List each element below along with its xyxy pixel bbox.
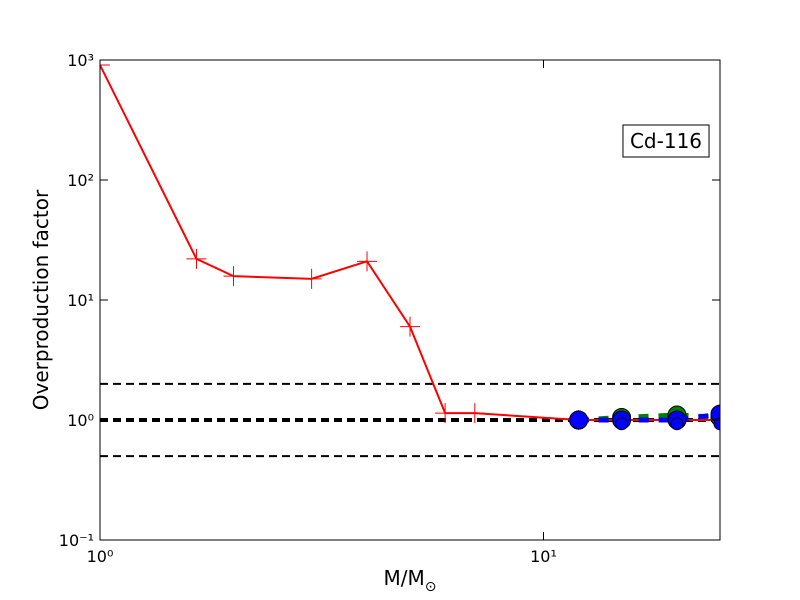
x-label-subscript: ⊙: [425, 579, 437, 595]
marker: [400, 316, 420, 337]
y-tick-label: 10⁰: [67, 411, 94, 430]
y-tick-label: 10⁻¹: [59, 531, 94, 550]
marker: [301, 268, 322, 289]
x-axis-label: M/M⊙: [384, 566, 437, 595]
y-tick-label: 10²: [67, 171, 94, 190]
marker: [435, 403, 456, 424]
x-label-main: M/M: [384, 566, 425, 590]
marker: [186, 248, 207, 269]
marker: [357, 251, 378, 272]
marker: [615, 417, 629, 431]
y-tick-label: 10¹: [67, 291, 94, 310]
y-tick-label: 10³: [67, 51, 94, 70]
marker: [100, 60, 110, 76]
x-tick-label: 10¹: [530, 547, 557, 566]
series-line: [578, 411, 720, 423]
series-line: [100, 64, 720, 421]
annotation: Cd-116: [630, 129, 702, 153]
x-tick-label: 10⁰: [87, 547, 114, 566]
marker: [223, 266, 244, 287]
annotation-box: [622, 124, 710, 158]
y-axis-label: Overproduction factor: [29, 189, 53, 410]
plot-area: [100, 60, 720, 458]
marker: [713, 417, 720, 431]
marker: [569, 410, 589, 430]
marker: [670, 417, 684, 431]
marker: [464, 403, 485, 424]
